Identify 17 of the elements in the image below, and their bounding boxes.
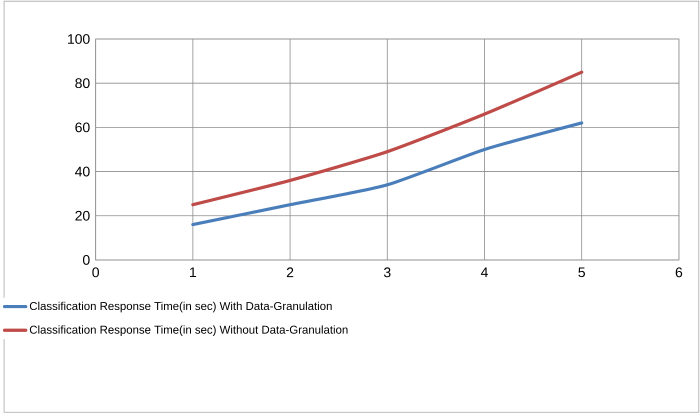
legend-label: Classification Response Time(in sec) With Data-Granulation [30,301,332,312]
x-tick-label: 5 [578,267,585,277]
x-tick-label: 1 [190,267,196,277]
x-tick-label: 4 [480,267,488,277]
line-series [191,70,584,206]
x-tick-label: 2 [286,267,294,277]
y-tick-label: 20 [75,210,90,220]
line-series [191,121,584,226]
y-tick-label: 0 [82,254,90,265]
x-tick-label: 0 [92,267,99,278]
y-tick-label: 40 [75,166,90,176]
y-tick-label: 100 [68,34,90,44]
x-tick-label: 6 [676,267,682,278]
y-tick-label: 60 [75,122,90,132]
legend-label: Classification Response Time(in sec) Without Data-Granulation [30,325,348,336]
y-tick-label: 80 [75,78,90,88]
x-tick-label: 3 [384,267,391,278]
